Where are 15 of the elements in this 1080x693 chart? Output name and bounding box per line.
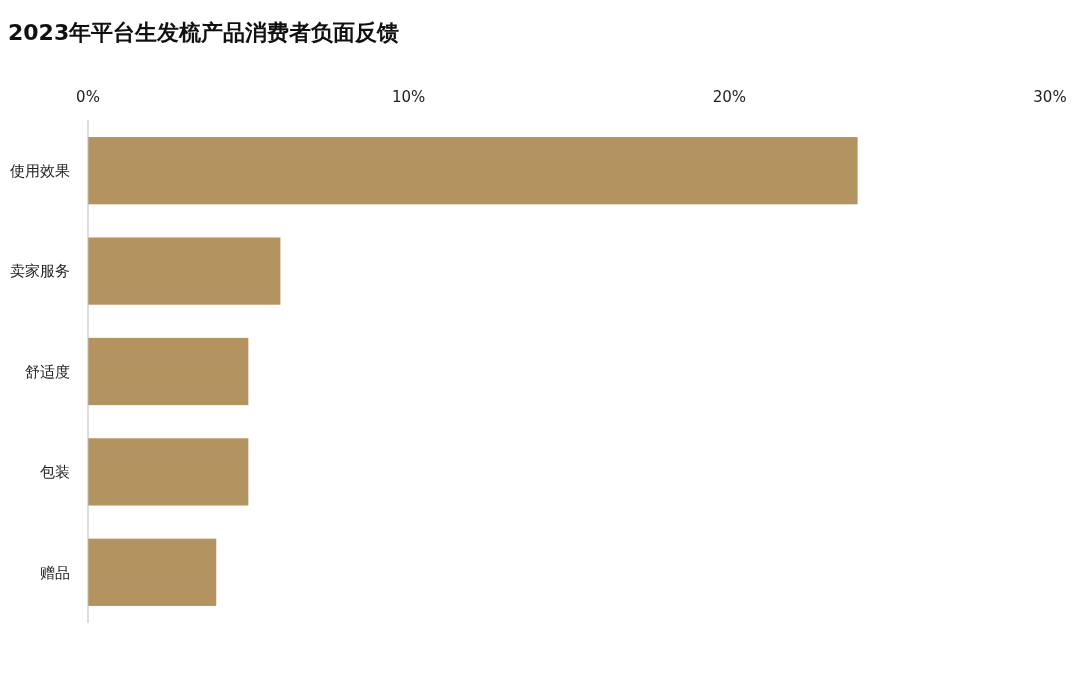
bar [88, 137, 858, 205]
bar [88, 237, 281, 305]
y-tick-label: 使用效果 [10, 161, 70, 180]
y-tick-label: 包装 [40, 463, 70, 482]
bar [88, 337, 249, 406]
bar [88, 438, 249, 506]
y-tick-label: 舒适度 [25, 362, 70, 381]
x-tick-label: 10% [391, 88, 426, 106]
y-tick-label: 卖家服务 [10, 262, 70, 281]
chart-title: 2023年平台生发梳产品消费者负面反馈 [8, 20, 400, 45]
x-tick-label: 30% [1033, 88, 1067, 106]
y-tick-label: 赠品 [40, 563, 70, 582]
x-tick-label: 0% [76, 88, 100, 106]
x-tick-label: 20% [712, 88, 747, 106]
bar [88, 538, 217, 606]
